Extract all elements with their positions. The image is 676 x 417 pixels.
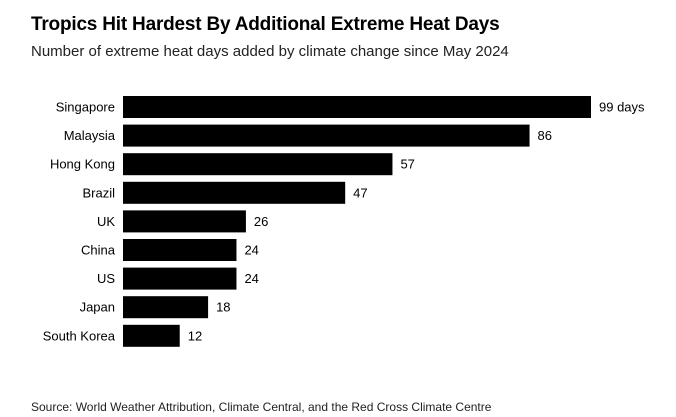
category-label-us: US [97,271,115,286]
value-label-singapore: 99 days [599,100,645,115]
value-label-hong-kong: 57 [400,157,414,172]
value-label-south-korea: 12 [188,328,202,343]
value-label-uk: 26 [254,214,268,229]
value-label-malaysia: 86 [538,128,552,143]
value-label-china: 24 [244,243,258,258]
category-label-hong-kong: Hong Kong [50,157,115,172]
chart-title: Tropics Hit Hardest By Additional Extrem… [31,14,500,35]
value-label-us: 24 [244,271,258,286]
value-label-brazil: 47 [353,185,367,200]
category-label-japan: Japan [80,300,115,315]
bar-japan [123,296,209,319]
bar-brazil [123,181,346,204]
bar-singapore [123,96,591,118]
source-note: Source: World Weather Attribution, Clima… [31,400,492,414]
chart-subtitle: Number of extreme heat days added by cli… [31,43,509,60]
category-label-malaysia: Malaysia [64,128,116,143]
value-label-japan: 18 [216,300,230,315]
category-label-south-korea: South Korea [43,328,116,343]
bar-south-korea [123,324,180,347]
bar-us [123,267,237,290]
bar-uk [123,210,246,233]
bar-malaysia [123,124,530,147]
category-label-singapore: Singapore [56,100,115,115]
category-label-uk: UK [97,214,115,229]
category-label-brazil: Brazil [82,185,115,200]
bar-hong-kong [123,153,393,176]
category-label-china: China [81,243,116,258]
bar-china [123,239,237,261]
